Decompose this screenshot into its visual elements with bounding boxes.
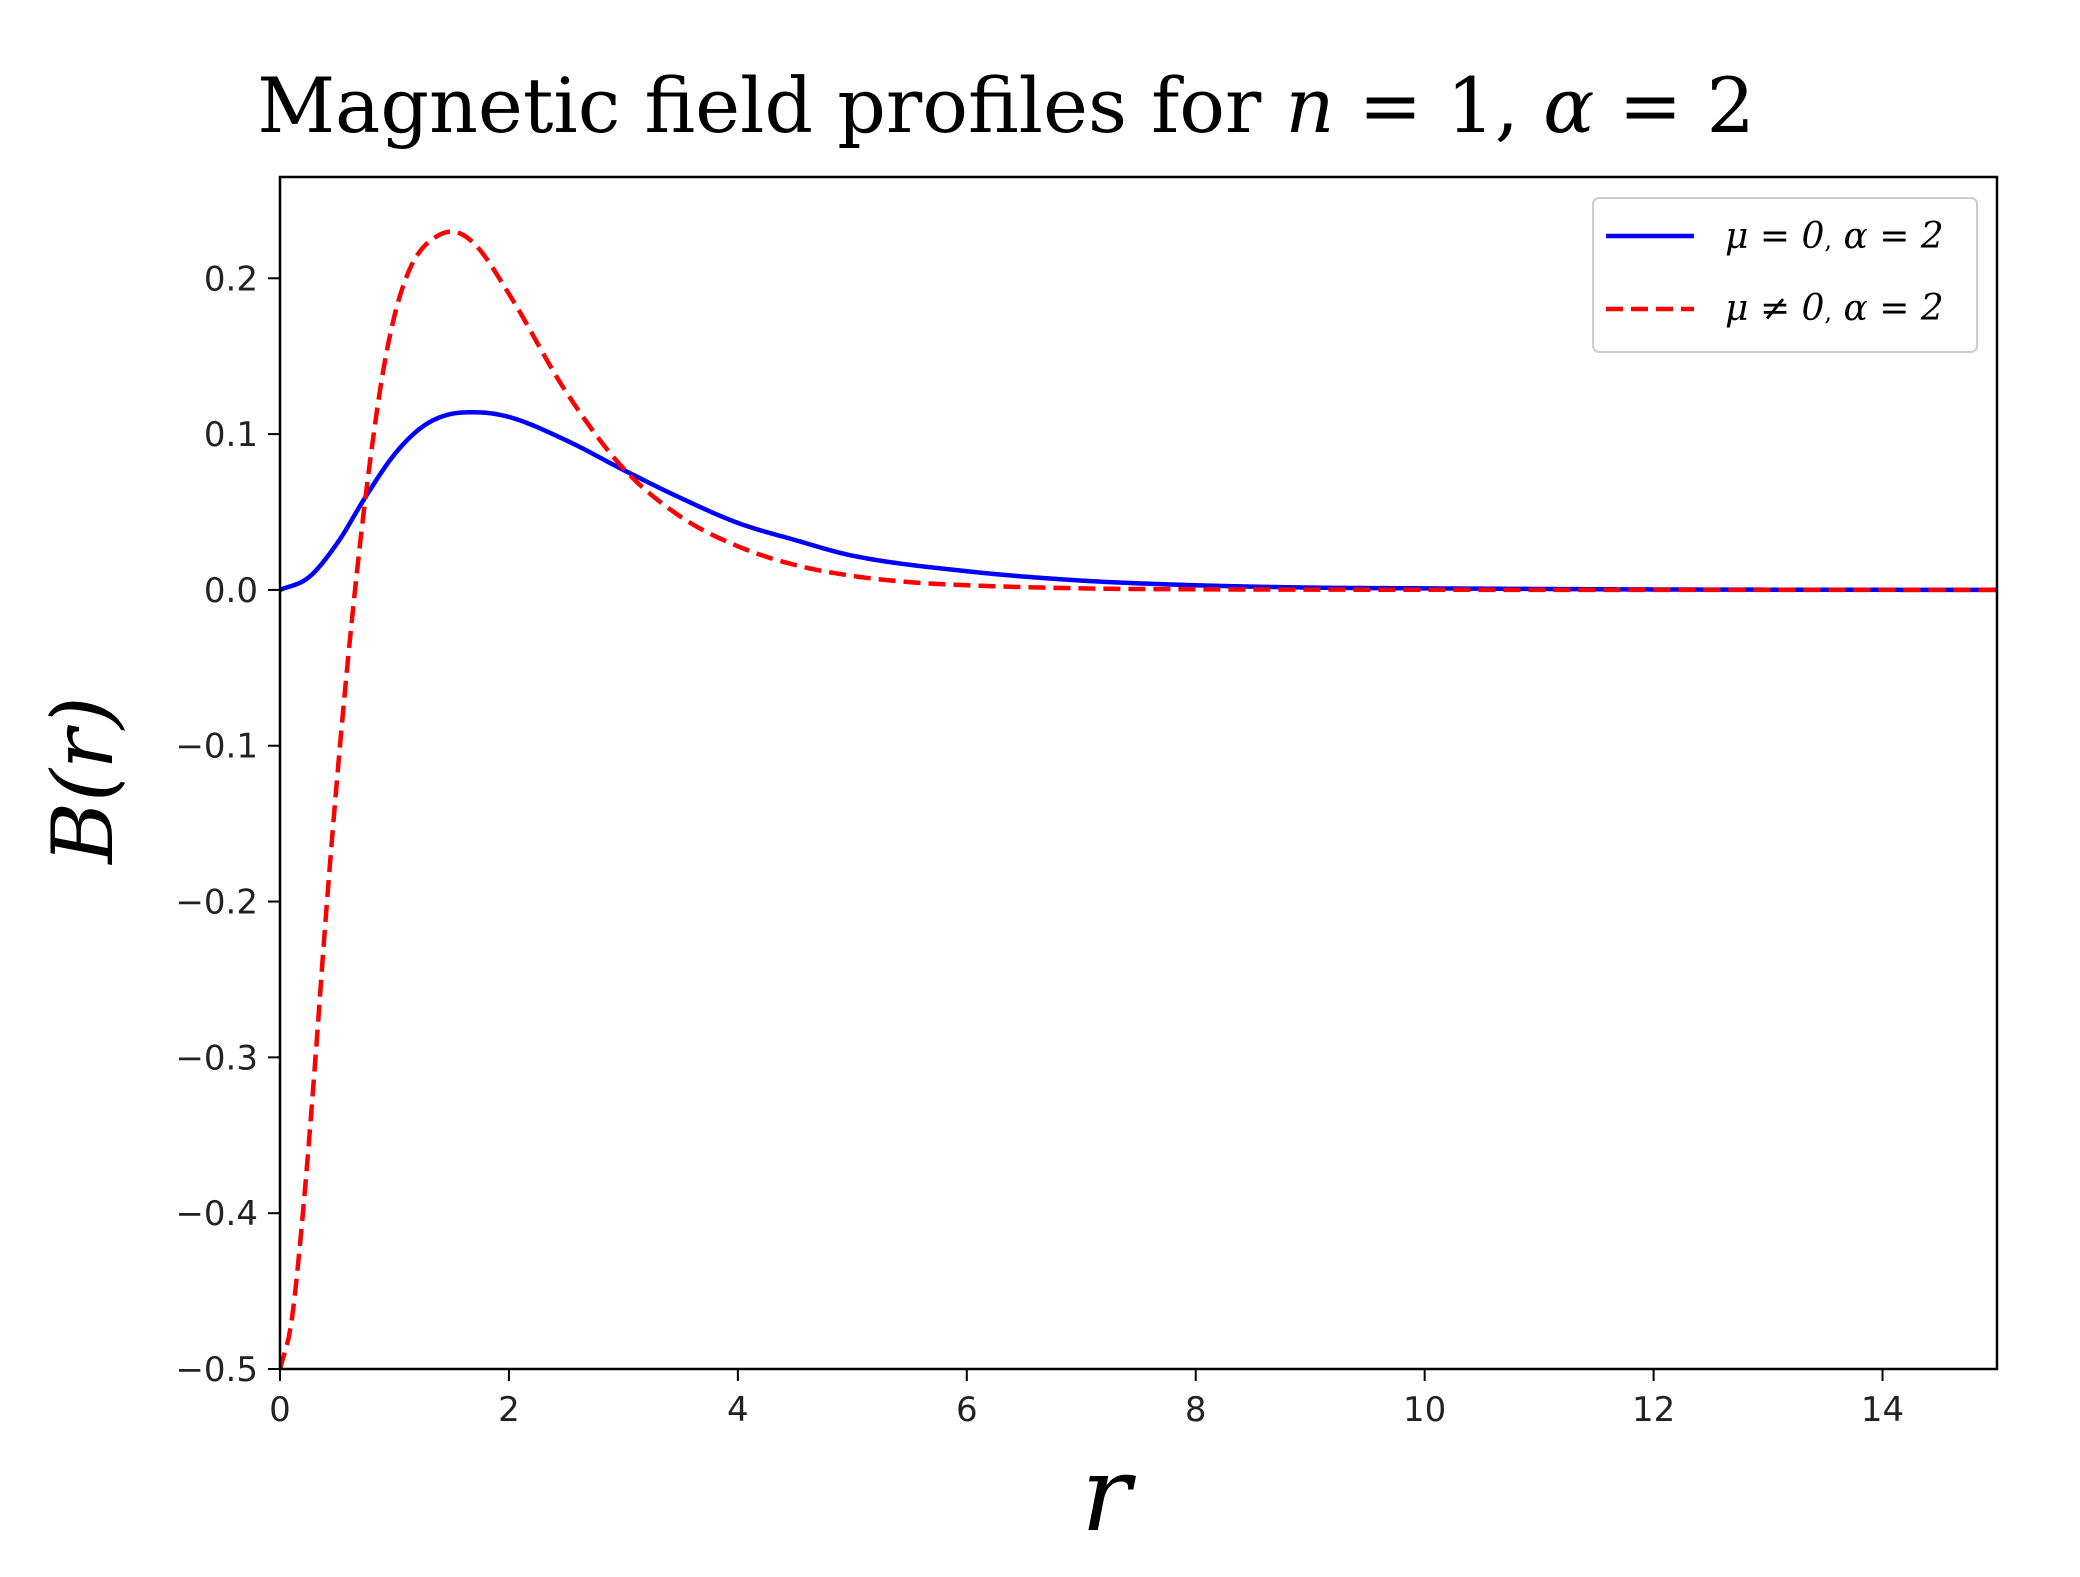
plot-lines [280, 229, 1997, 1369]
x-tick-label: 6 [956, 1390, 978, 1430]
x-tick-label: 14 [1861, 1390, 1904, 1430]
series-line-2 [280, 229, 1997, 1369]
x-tick-label: 2 [498, 1390, 520, 1430]
x-tick-label: 10 [1403, 1390, 1446, 1430]
legend-label-series-1: μ = 0, α = 2 [1725, 216, 1944, 257]
y-tick-label: 0.2 [204, 259, 258, 299]
y-tick-label: −0.1 [175, 727, 258, 767]
y-tick-label: 0.0 [204, 571, 258, 611]
y-tick-label: −0.5 [175, 1350, 258, 1390]
legend: μ = 0, α = 2 μ ≠ 0, α = 2 [1592, 197, 1978, 353]
y-tick-label: −0.3 [175, 1038, 258, 1078]
axis-ticks: 0 2 4 6 8 10 12 14 −0.5 −0.4 −0.3 −0.2 −0.1 0.0 0.1 0.2 [175, 259, 1904, 1430]
title-var-n: n [1286, 61, 1335, 150]
plot-frame [278, 175, 1999, 1371]
title-var-alpha: α [1543, 61, 1594, 150]
legend-label-series-2: μ ≠ 0, α = 2 [1725, 288, 1944, 329]
y-axis-label: B(r) [34, 696, 132, 865]
y-tick-label: −0.4 [175, 1194, 258, 1234]
series-line-1 [280, 410, 1997, 593]
y-tick-label: 0.1 [204, 415, 258, 455]
x-tick-label: 12 [1632, 1390, 1675, 1430]
x-tick-label: 8 [1185, 1390, 1207, 1430]
x-axis-label: r [1081, 1433, 1136, 1555]
title-prefix: Magnetic field profiles for [257, 61, 1285, 150]
y-tick-label: −0.2 [175, 883, 258, 923]
title-eq2: = 2 [1594, 61, 1754, 150]
chart-title: Magnetic field profiles for n = 1, α = 2 [257, 61, 1755, 150]
title-eq1: = 1, [1334, 61, 1543, 150]
x-tick-label: 4 [727, 1390, 749, 1430]
x-tick-label: 0 [269, 1390, 291, 1430]
